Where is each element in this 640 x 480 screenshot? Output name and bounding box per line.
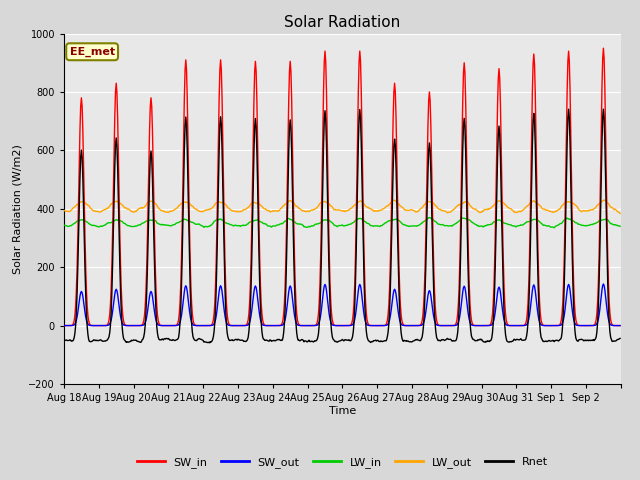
Text: EE_met: EE_met — [70, 47, 115, 57]
Y-axis label: Solar Radiation (W/m2): Solar Radiation (W/m2) — [13, 144, 23, 274]
X-axis label: Time: Time — [329, 406, 356, 416]
Title: Solar Radiation: Solar Radiation — [284, 15, 401, 30]
Legend: SW_in, SW_out, LW_in, LW_out, Rnet: SW_in, SW_out, LW_in, LW_out, Rnet — [132, 453, 552, 472]
